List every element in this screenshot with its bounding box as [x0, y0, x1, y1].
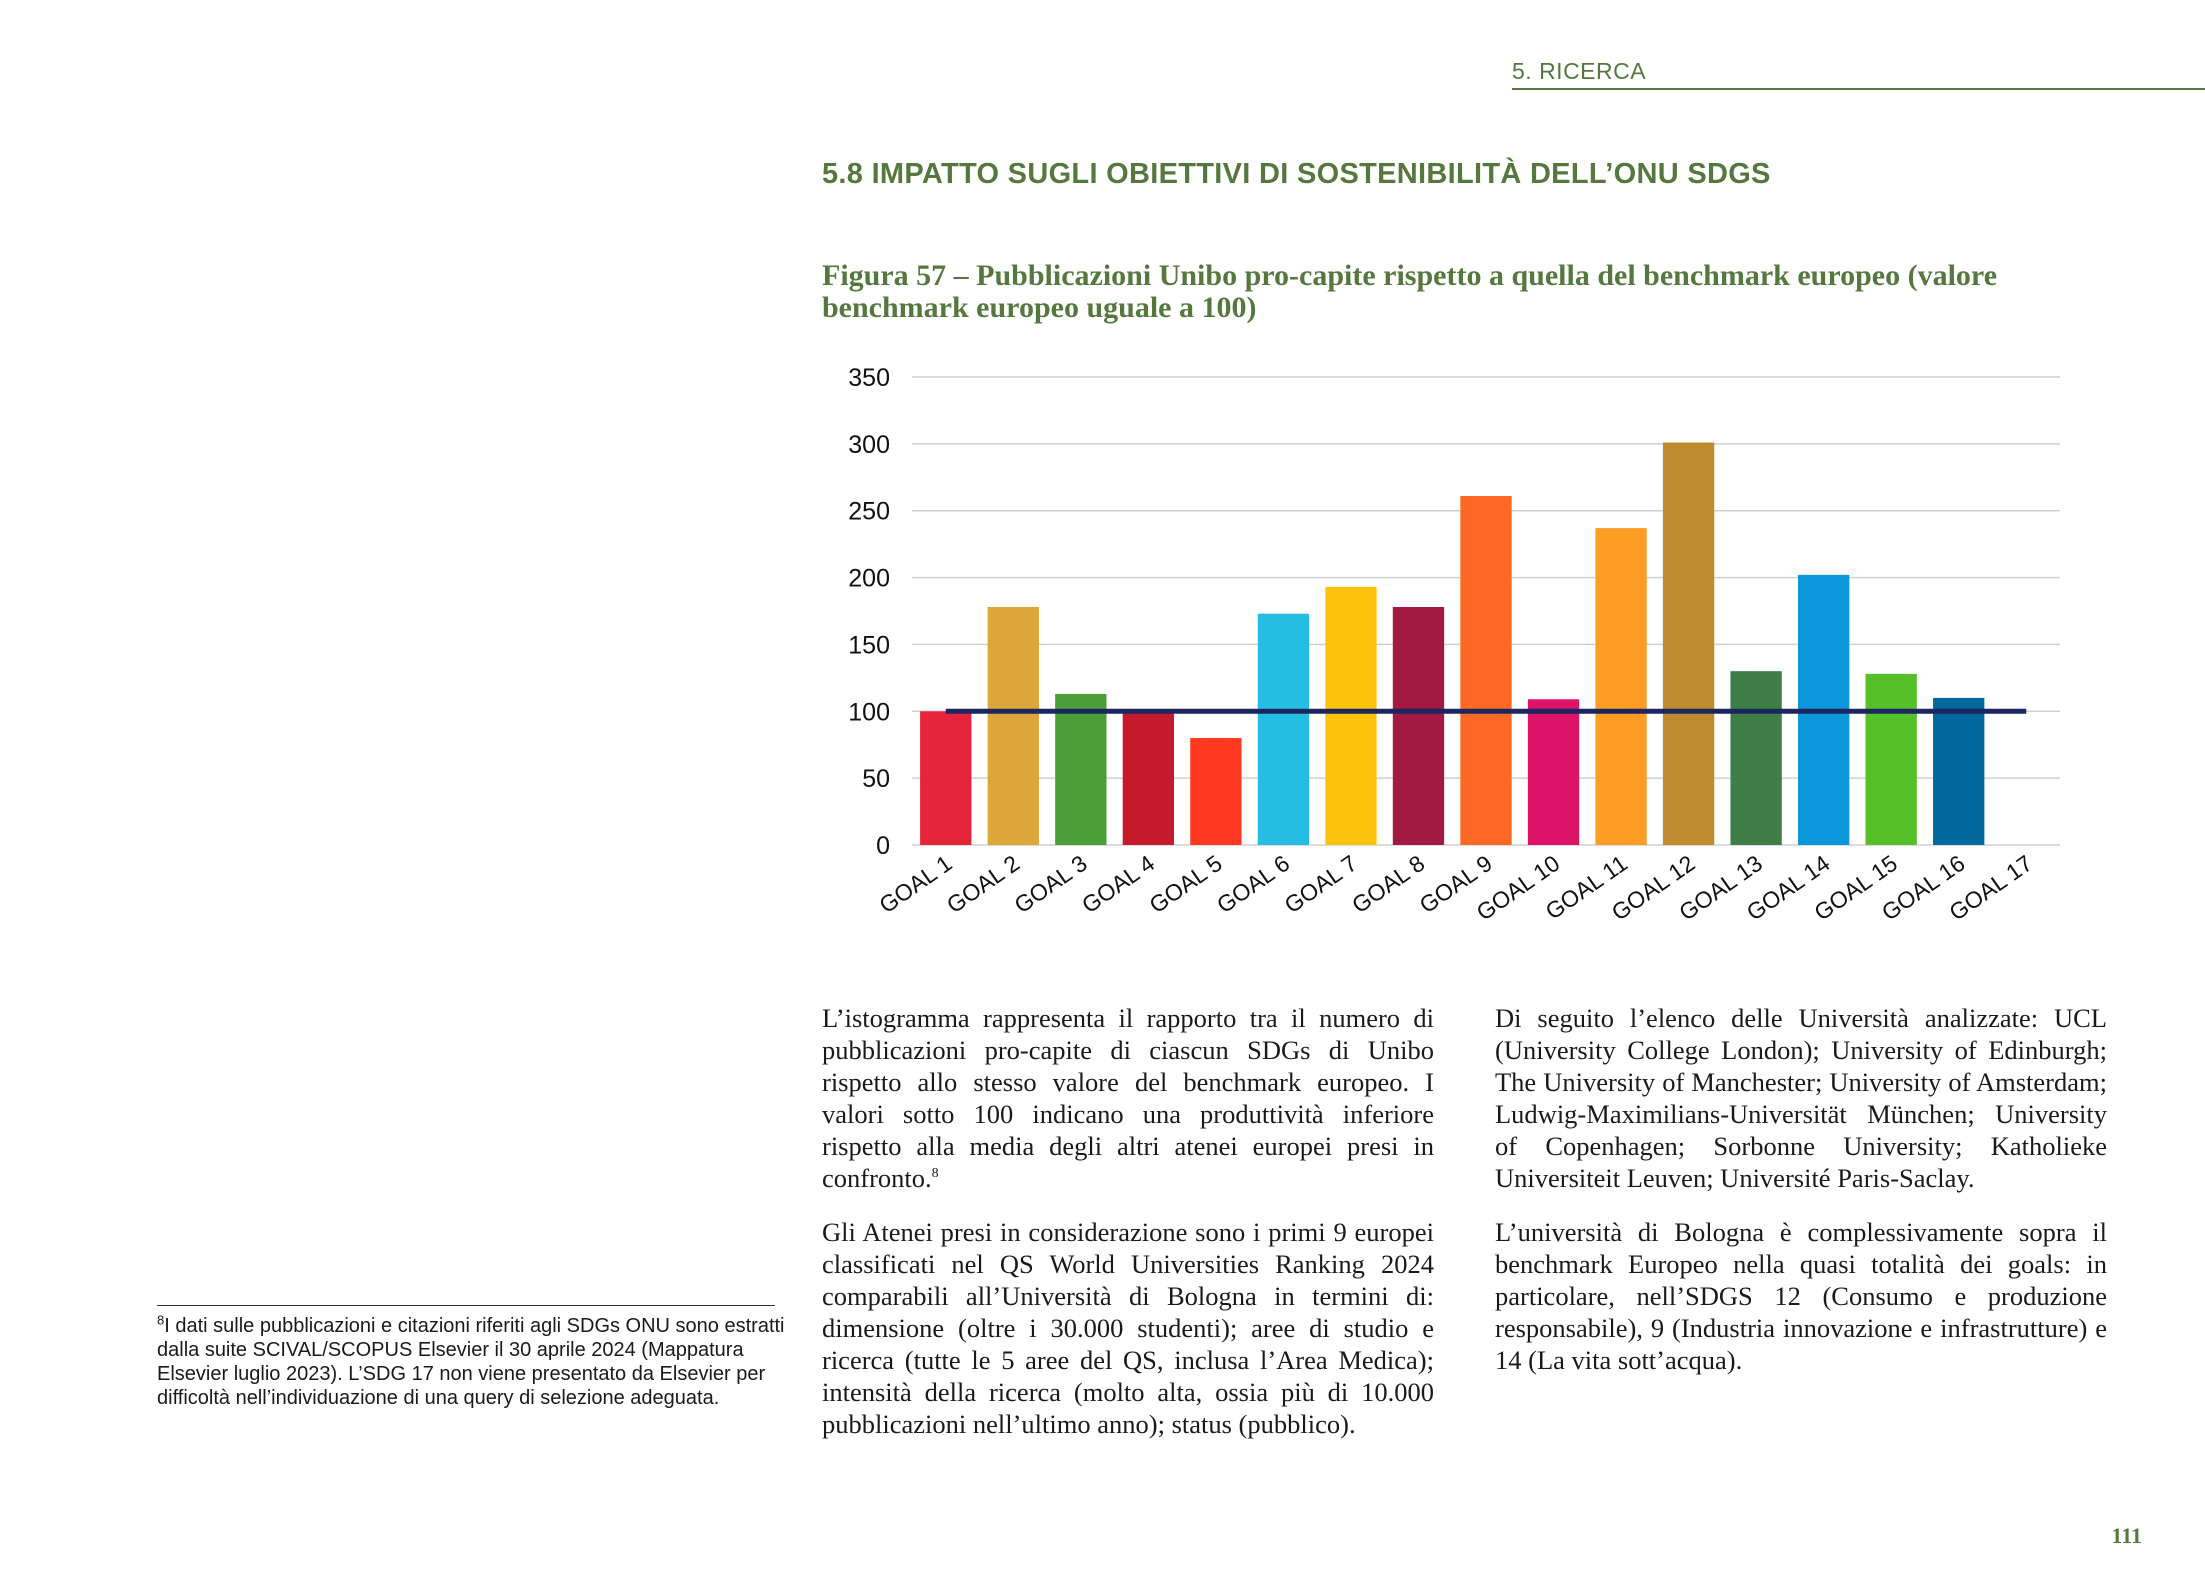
page-number: 111 — [2111, 1523, 2142, 1548]
bar-goal-2 — [987, 606, 1039, 845]
bar-goal-15 — [1865, 673, 1917, 845]
footnote-rule — [157, 1305, 775, 1306]
bar-goal-11 — [1595, 528, 1647, 845]
body-column-left: L’istogramma rappresenta il rapporto tra… — [822, 1002, 1434, 1462]
x-tick-label: GOAL 2 — [942, 850, 1024, 918]
x-tick-label: GOAL 6 — [1212, 850, 1294, 918]
footnote-mark: 8 — [157, 1312, 165, 1328]
y-tick-label: 300 — [848, 431, 890, 459]
x-tick-label: GOAL 1 — [874, 850, 956, 918]
y-tick-label: 100 — [848, 698, 890, 726]
footnote: 8I dati sulle pubblicazioni e citazioni … — [157, 1312, 797, 1410]
body-paragraph: Gli Atenei presi in considerazione sono … — [822, 1217, 1434, 1439]
bar-goal-13 — [1730, 671, 1782, 845]
bar-goal-4 — [1122, 711, 1175, 845]
section-heading: 5.8 IMPATTO SUGLI OBIETTIVI DI SOSTENIBI… — [822, 158, 1771, 190]
y-tick-label: 150 — [848, 631, 890, 659]
bar-goal-16 — [1933, 697, 1985, 845]
x-tick-label: GOAL 5 — [1144, 850, 1226, 918]
body-paragraph: L’università di Bologna è complessivamen… — [1495, 1217, 2107, 1375]
y-tick-label: 200 — [848, 565, 890, 593]
bar-goal-6 — [1257, 613, 1310, 845]
footnote-text: I dati sulle pubblicazioni e citazioni r… — [157, 1315, 785, 1409]
section-label: 5. RICERCA — [1512, 58, 1647, 84]
figure-caption: Figura 57 – Pubblicazioni Unibo pro-capi… — [822, 259, 1998, 324]
bar-goal-3 — [1055, 693, 1107, 845]
bar-goal-12 — [1662, 442, 1715, 845]
bar-goal-1 — [920, 711, 972, 845]
body-column-right: Di seguito l’elenco delle Università ana… — [1495, 1002, 2107, 1398]
y-tick-label: 350 — [848, 364, 890, 392]
bar-goal-5 — [1190, 738, 1242, 845]
bar-goal-8 — [1392, 606, 1445, 845]
y-tick-label: 50 — [862, 765, 890, 793]
bar-goal-10 — [1527, 699, 1580, 845]
footnote-ref[interactable]: 8 — [931, 1166, 939, 1182]
x-tick-label: GOAL 7 — [1280, 850, 1362, 918]
y-tick-label: 250 — [848, 498, 890, 526]
body-paragraph: L’istogramma rappresenta il rapporto tra… — [822, 1003, 1434, 1193]
bar-goal-7 — [1325, 586, 1377, 845]
x-tick-label: GOAL 8 — [1347, 850, 1429, 918]
section-rule — [1512, 88, 2205, 90]
bar-goal-9 — [1460, 496, 1512, 845]
y-tick-label: 0 — [876, 832, 890, 860]
x-tick-label: GOAL 4 — [1077, 850, 1159, 919]
body-paragraph: Di seguito l’elenco delle Università ana… — [1495, 1003, 2107, 1193]
x-tick-label: GOAL 3 — [1009, 850, 1091, 918]
